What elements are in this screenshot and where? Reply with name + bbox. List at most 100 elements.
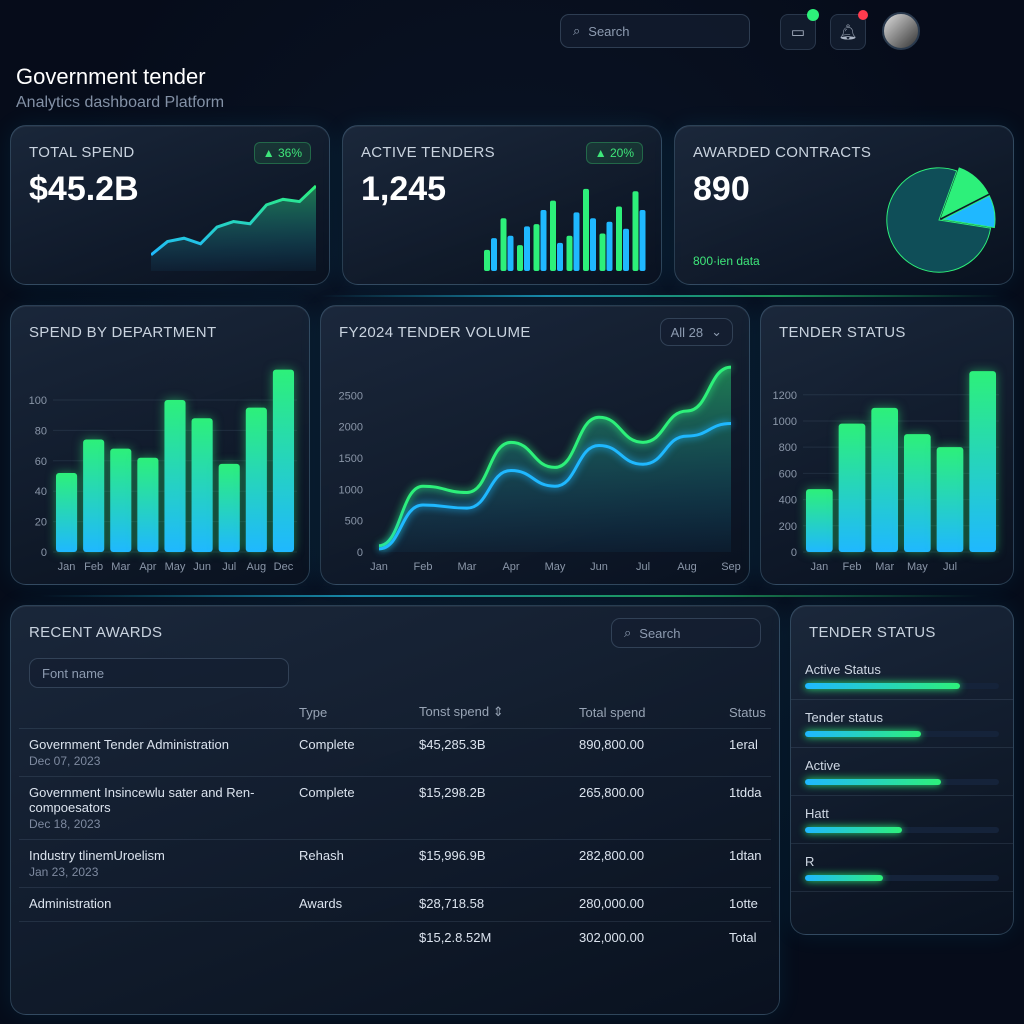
award-total: 302,000.00: [569, 921, 719, 953]
tender-volume-chart: 0 500 1000 1500 2000 2500 Jan Feb Mar Apr May Jun Ju…: [339, 365, 741, 573]
status-item[interactable]: Tender status: [791, 700, 1013, 748]
status-item[interactable]: Hatt: [791, 796, 1013, 844]
y-tick-label: 0: [41, 547, 47, 559]
award-spend: $15,298.2B: [409, 776, 569, 840]
column-type[interactable]: Type: [299, 704, 328, 720]
status-label: Active Status: [805, 662, 881, 677]
awards-search[interactable]: ⌕ Search: [611, 618, 761, 648]
table-row[interactable]: $15,2.8.52M 302,000.00 Total: [19, 921, 771, 953]
x-tick-label: Mar: [111, 561, 130, 573]
progress-fill: [805, 683, 961, 689]
top-search[interactable]: ⌕ Search: [560, 14, 750, 48]
award-status: 1dtan: [719, 839, 771, 888]
x-tick-label: Jan: [370, 561, 388, 573]
bar: [806, 489, 833, 552]
change-badge: ▲ 20%: [585, 142, 643, 164]
progress-bar: [805, 875, 999, 881]
y-tick-label: 500: [345, 516, 363, 528]
progress-fill: [805, 731, 922, 737]
spark-area: [151, 186, 316, 271]
table-row[interactable]: Administration Awards $28,718.58 280,000.00…: [19, 887, 771, 922]
card-title: TENDER STATUS: [779, 324, 906, 341]
status-item[interactable]: R: [791, 844, 1013, 892]
award-total: 890,800.00: [569, 728, 719, 777]
award-total: 265,800.00: [569, 776, 719, 840]
bar: [137, 457, 159, 552]
x-tick-label: Apr: [139, 561, 156, 573]
column-spend-sort[interactable]: Tonst spend ⇕: [419, 704, 504, 719]
y-tick-label: 2000: [339, 422, 363, 434]
mini-bar: [590, 218, 596, 271]
y-tick-label: 2500: [339, 390, 363, 402]
sparkline-chart: [151, 184, 316, 271]
x-tick-label: Mar: [458, 561, 477, 573]
award-name: Industry tlinemUroelism: [29, 848, 165, 863]
mini-bar: [599, 233, 606, 271]
award-date: Dec 07, 2023: [29, 754, 101, 768]
progress-bar: [805, 683, 999, 689]
mini-bar: [533, 224, 540, 271]
avatar[interactable]: [882, 12, 920, 50]
status-label: Active: [805, 758, 841, 773]
mini-bar: [484, 249, 490, 271]
mini-bar: [557, 242, 563, 271]
card-title: Awarded Contracts: [693, 144, 872, 161]
award-type: Complete: [289, 776, 409, 840]
column-status[interactable]: Status: [729, 704, 766, 720]
x-tick-label: Dec: [274, 561, 294, 573]
award-date: Jan 23, 2023: [29, 865, 99, 879]
card-title: RECENT AWARDS: [29, 624, 163, 641]
x-tick-label: Feb: [843, 561, 862, 573]
x-tick-label: Mar: [875, 561, 894, 573]
card-title: FY2024 TENDER VOLUME: [339, 324, 531, 341]
search-icon: ⌕: [573, 23, 581, 38]
bar: [110, 448, 132, 552]
bar: [164, 400, 186, 552]
y-tick-label: 100: [29, 395, 47, 407]
award-type: Complete: [289, 728, 409, 777]
table-row[interactable]: Government Insincewlu sater and Ren-comp…: [19, 776, 771, 840]
name-filter-input[interactable]: Font name: [29, 658, 289, 688]
mini-bar: [566, 235, 573, 271]
card-title: SPEND BY DEPARTMENT: [29, 324, 217, 341]
table-row[interactable]: Industry tlinemUroelism Jan 23, 2023 Rehas…: [19, 839, 771, 888]
mini-bar: [507, 235, 514, 271]
award-spend: $45,285.3B: [409, 728, 569, 777]
x-tick-label: Apr: [502, 561, 519, 573]
y-tick-label: 20: [35, 517, 47, 529]
progress-fill: [805, 827, 902, 833]
award-type: Awards: [289, 887, 409, 922]
column-total-spend[interactable]: Total spend: [579, 704, 646, 720]
award-spend: $28,718.58: [409, 887, 569, 922]
status-item[interactable]: Active Status: [791, 652, 1013, 700]
period-dropdown[interactable]: All 28 ⌄: [659, 318, 733, 346]
status-label: Tender status: [805, 710, 884, 725]
chevron-down-icon: ⌄: [711, 324, 722, 339]
status-item[interactable]: Active: [791, 748, 1013, 796]
spend-by-department-chart: 0 20 40 60 80 100 Jan Feb Mar Apr May Jun Jul Aug Dec: [29, 369, 297, 573]
recent-awards-card: RECENT AWARDS ⌕ Search Font name Type Ton…: [10, 605, 780, 1015]
pie-slice: [886, 167, 992, 273]
table-header: Type Tonst spend ⇕ Total spend Status: [19, 696, 771, 729]
award-status: Total: [719, 921, 771, 953]
y-tick-label: 600: [779, 468, 797, 480]
table-row[interactable]: Government Tender Administration Dec 07, …: [19, 728, 771, 777]
status-label: R: [805, 854, 815, 869]
kpi-value: $45.2B: [29, 170, 139, 208]
notifications-button[interactable]: 🔔︎: [830, 10, 868, 50]
mini-bar: [491, 238, 497, 271]
x-tick-label: Jul: [943, 561, 957, 573]
mini-bar: [616, 206, 622, 271]
pie-chart: [886, 167, 996, 273]
y-tick-label: 0: [357, 547, 363, 559]
bar: [936, 447, 964, 552]
award-type: Rehash: [289, 839, 409, 888]
progress-fill: [805, 875, 883, 881]
briefcase-button[interactable]: ▭: [780, 9, 819, 50]
mini-bar: [623, 228, 629, 271]
tender-status-chart-card: TENDER STATUS 0 200 400 600 800 1000 1200 Jan Fe…: [760, 305, 1014, 585]
mini-bar: [550, 200, 556, 271]
change-badge: ▲ 36%: [253, 142, 311, 164]
award-name: Government Insincewlu sater and Ren-comp…: [29, 785, 255, 815]
bar: [871, 407, 898, 552]
